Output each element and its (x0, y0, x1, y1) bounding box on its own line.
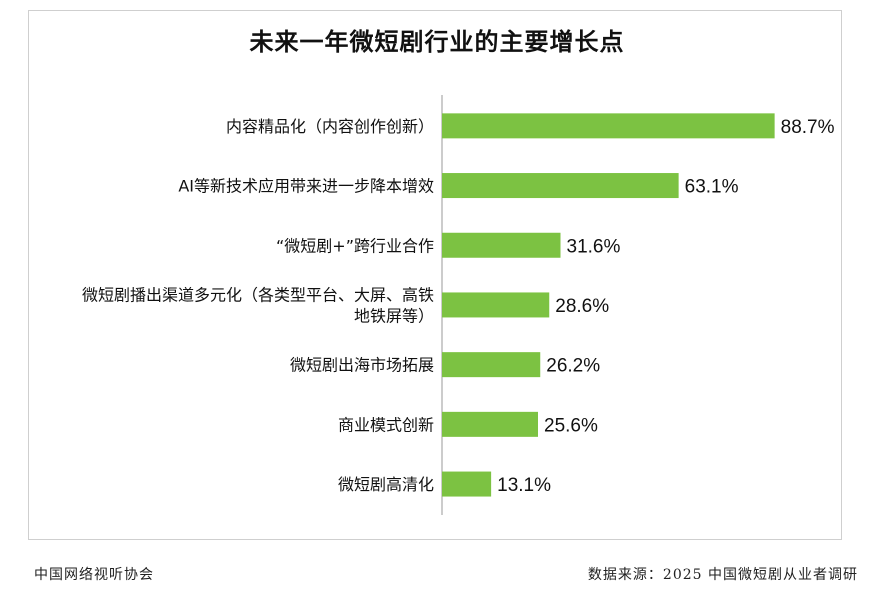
bar-4 (442, 292, 550, 318)
category-label-4-line-2: 地铁屏等） (354, 306, 434, 325)
value-label-5: 26.2% (546, 356, 600, 377)
value-label-1: 88.7% (781, 117, 835, 138)
bar-3 (442, 232, 561, 258)
chart-frame (28, 10, 842, 540)
bar-1 (442, 113, 775, 139)
value-label-7: 13.1% (497, 475, 551, 496)
category-label-4-line-1: 微短剧播出渠道多元化（各类型平台、大屏、高铁 (82, 285, 434, 304)
value-label-2: 63.1% (685, 177, 739, 198)
category-label-6: 商业模式创新 (338, 415, 434, 434)
category-label-1: 内容精品化（内容创作创新） (226, 117, 434, 136)
category-label-5: 微短剧出海市场拓展 (290, 356, 434, 375)
bar-7 (442, 471, 492, 497)
footer-source: 数据来源：2025 中国微短剧从业者调研 (587, 567, 858, 583)
category-label-7: 微短剧高清化 (338, 475, 434, 494)
value-label-3: 31.6% (567, 236, 621, 257)
bar-5 (442, 352, 541, 378)
value-label-4: 28.6% (555, 296, 609, 317)
bar-2 (442, 173, 679, 199)
chart-title: 未来一年微短剧行业的主要增长点 (249, 28, 625, 56)
footer-organization: 中国网络视听协会 (34, 567, 154, 583)
bar-6 (442, 411, 538, 437)
value-label-6: 25.6% (544, 415, 598, 436)
category-label-3: “微短剧+”跨行业合作 (276, 236, 434, 255)
category-label-2: AI等新技术应用带来进一步降本增效 (178, 177, 434, 196)
